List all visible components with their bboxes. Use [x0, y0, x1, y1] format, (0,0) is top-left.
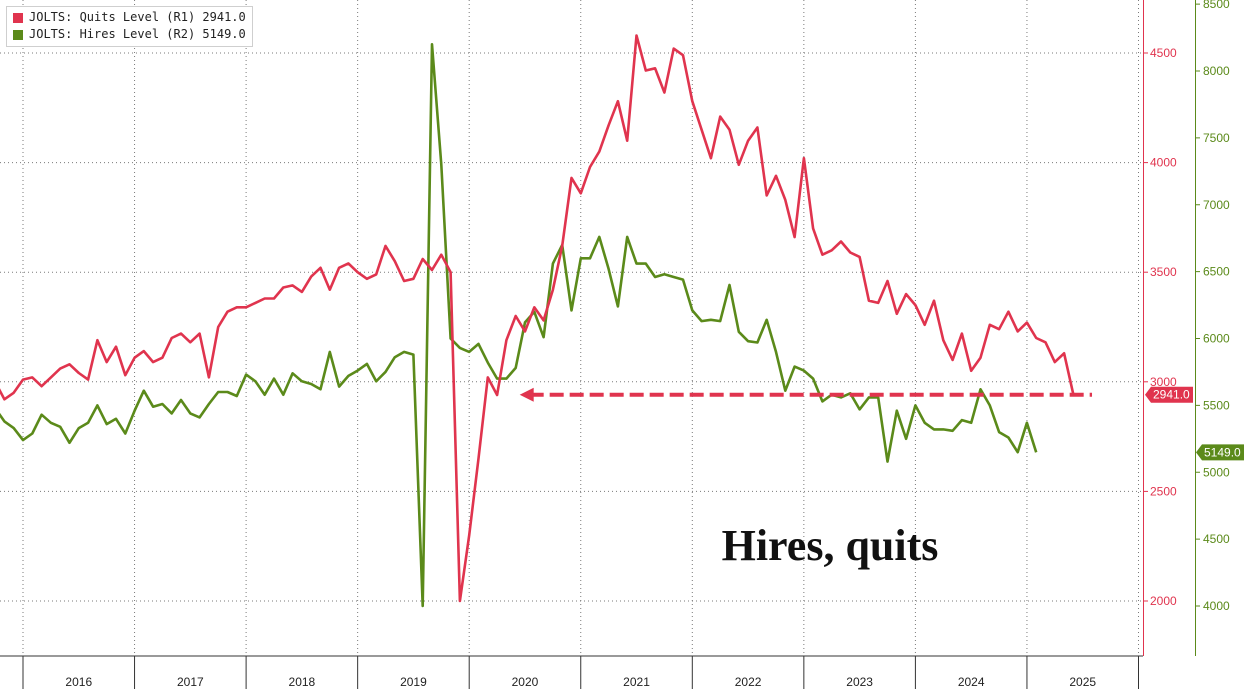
right-axis-quits: 2000 2500 3000 3500 4000 4500: [1143, 0, 1177, 656]
hires-last-value-badge-text: 5149.0: [1204, 445, 1241, 459]
reference-arrow: [519, 387, 1093, 402]
last-value-badges: 2941.0 5149.0: [1145, 386, 1244, 461]
r1-tick-label: 2500: [1150, 484, 1177, 498]
r2-tick-label: 7500: [1203, 131, 1230, 145]
series-layer: [0, 34, 1075, 608]
quits-line: [0, 34, 1075, 603]
legend-item-hires: JOLTS: Hires Level (R2) 5149.0: [13, 26, 246, 43]
x-axis: 2016 2017 2018 2019 2020 2021 2022 2023 2024 2025: [0, 655, 1143, 689]
hires-last-value-badge: 5149.0: [1196, 444, 1244, 461]
r2-tick-label: 6500: [1203, 265, 1230, 279]
quits-last-value-badge-bg: [1145, 386, 1193, 403]
legend: JOLTS: Quits Level (R1) 2941.0 JOLTS: Hi…: [6, 6, 253, 47]
quits-last-value-badge-text: 2941.0: [1153, 388, 1190, 402]
x-tick-label: 2024: [958, 675, 985, 689]
quits-last-value-badge: 2941.0: [1145, 386, 1193, 403]
r2-tick-label: 4500: [1203, 532, 1230, 546]
r1-tick-label: 4500: [1150, 46, 1177, 60]
hires-swatch: [13, 29, 23, 40]
x-tick-label: 2022: [735, 675, 762, 689]
r2-tick-label: 8000: [1203, 64, 1230, 78]
x-tick-label: 2020: [512, 675, 539, 689]
x-tick-label: 2017: [177, 675, 204, 689]
legend-label-hires: JOLTS: Hires Level (R2) 5149.0: [29, 27, 246, 41]
x-tick-label: 2023: [846, 675, 873, 689]
x-tick-label: 2016: [65, 675, 92, 689]
r1-tick-label: 4000: [1150, 156, 1177, 170]
legend-item-quits: JOLTS: Quits Level (R1) 2941.0: [13, 9, 246, 26]
r2-tick-label: 7000: [1203, 198, 1230, 212]
hires-last-value-badge-bg: [1196, 444, 1244, 461]
r1-tick-label: 3000: [1150, 375, 1177, 389]
r2-tick-label: 4000: [1203, 599, 1230, 613]
x-tick-label: 2025: [1069, 675, 1096, 689]
x-tick-label: 2018: [289, 675, 316, 689]
grid-layer: [0, 0, 1143, 656]
r2-tick-label: 8500: [1203, 0, 1230, 11]
r2-tick-label: 5000: [1203, 465, 1230, 479]
r2-tick-label: 5500: [1203, 398, 1230, 412]
legend-label-quits: JOLTS: Quits Level (R1) 2941.0: [29, 10, 246, 24]
r1-tick-label: 2000: [1150, 594, 1177, 608]
x-tick-label: 2021: [623, 675, 650, 689]
chart-annotation: Hires, quits: [722, 521, 939, 570]
r1-tick-label: 3500: [1150, 265, 1177, 279]
r2-tick-label: 6000: [1203, 332, 1230, 346]
x-tick-label: 2019: [400, 675, 427, 689]
quits-swatch: [13, 12, 23, 23]
hires-line: [0, 43, 1038, 608]
right-axis-hires: 4000 4500 5000 5500 6000 6500 7000 7500 8000 8500: [1195, 0, 1230, 656]
reference-arrowhead: [519, 387, 534, 402]
